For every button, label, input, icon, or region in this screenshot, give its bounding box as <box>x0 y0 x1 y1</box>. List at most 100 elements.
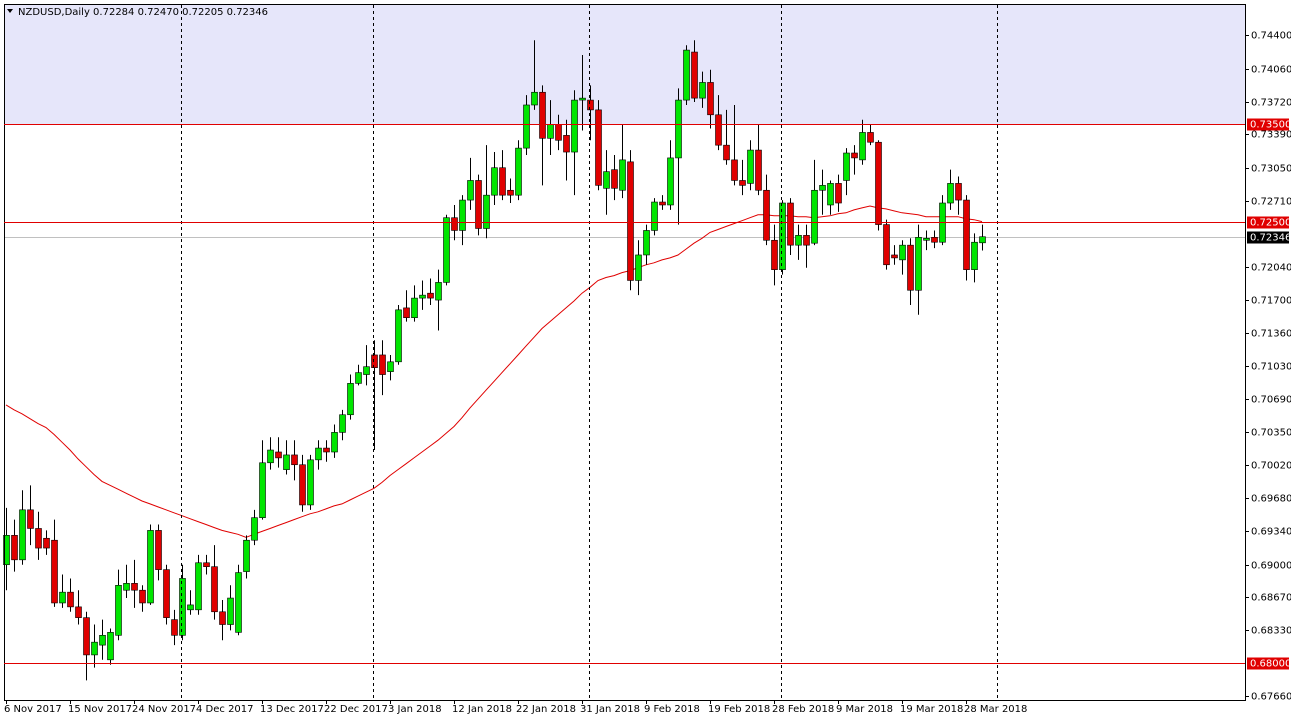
candle-body <box>843 152 850 181</box>
candle-body <box>667 157 674 206</box>
candle-body <box>907 244 914 291</box>
candle-body <box>587 99 594 111</box>
y-tick-label: 0.74400 <box>1251 31 1291 42</box>
level-label-box <box>1247 216 1289 229</box>
x-tick-label: 31 Jan 2018 <box>580 704 640 715</box>
candle-body <box>475 180 482 229</box>
candle-body <box>331 432 338 453</box>
candle-body <box>747 149 754 184</box>
candle-body <box>203 562 210 567</box>
candle-body <box>523 104 530 149</box>
candle-body <box>19 509 26 561</box>
candle-body <box>875 141 882 225</box>
candle-body <box>147 530 154 604</box>
candle-body <box>947 183 954 204</box>
candle-body <box>323 447 330 453</box>
candle-body <box>779 202 786 270</box>
candle-body <box>611 169 618 189</box>
candle-body <box>491 167 498 196</box>
x-tick-label: 4 Dec 2017 <box>196 704 254 715</box>
candle-body <box>963 199 970 270</box>
level-label-box <box>1247 118 1289 131</box>
level-label: 0.68000 <box>1250 659 1291 670</box>
candle-body <box>635 254 642 281</box>
candle-body <box>771 239 778 270</box>
candle-body <box>419 294 426 299</box>
chart-title: NZDUSD,Daily 0.72284 0.72470 0.72205 0.7… <box>18 7 268 18</box>
x-tick-label: 3 Jan 2018 <box>388 704 442 715</box>
x-tick-label: 19 Feb 2018 <box>708 704 770 715</box>
candle-body <box>499 167 506 196</box>
candle-body <box>179 578 186 636</box>
candle-body <box>755 149 762 191</box>
candle-body <box>75 606 82 618</box>
candle-body <box>691 51 698 99</box>
candle-body <box>979 236 986 244</box>
x-tick-label: 12 Jan 2018 <box>452 704 512 715</box>
candle-body <box>363 366 370 375</box>
candle-body <box>259 462 266 518</box>
candle-body <box>835 183 842 204</box>
candle-body <box>699 82 706 99</box>
candle-body <box>763 189 770 241</box>
candle-body <box>507 189 514 196</box>
candle-body <box>731 159 738 181</box>
candle-body <box>971 241 978 270</box>
candle-body <box>299 464 306 506</box>
x-tick-label: 28 Feb 2018 <box>772 704 834 715</box>
candle-body <box>435 282 442 301</box>
candle-body <box>3 535 10 566</box>
candle-body <box>603 171 610 189</box>
candle-body <box>275 451 282 459</box>
y-tick-label: 0.71360 <box>1251 329 1291 340</box>
candle-body <box>163 569 170 618</box>
y-tick-label: 0.73720 <box>1251 98 1291 109</box>
candle-body <box>91 641 98 656</box>
candle-body <box>411 297 418 319</box>
y-tick-label: 0.69000 <box>1251 561 1291 572</box>
candle-body <box>139 589 146 604</box>
candle-body <box>683 49 690 101</box>
x-tick-label: 19 Mar 2018 <box>900 704 963 715</box>
candle-body <box>643 230 650 256</box>
candle-body <box>803 235 810 246</box>
candle-body <box>795 235 802 246</box>
candle-body <box>899 244 906 261</box>
candle-body <box>819 185 826 191</box>
x-tick-label: 28 Mar 2018 <box>964 704 1027 715</box>
candle-body <box>211 566 218 613</box>
candle-body <box>219 611 226 625</box>
candle-body <box>915 237 922 291</box>
candle-body <box>339 414 346 433</box>
candle-body <box>267 449 274 464</box>
candle-body <box>35 528 42 549</box>
candle-body <box>395 309 402 363</box>
candle-body <box>443 217 450 283</box>
candle-body <box>251 517 258 541</box>
y-tick-label: 0.72710 <box>1251 197 1291 208</box>
y-tick-label: 0.74060 <box>1251 65 1291 76</box>
y-tick-label: 0.71030 <box>1251 362 1291 373</box>
x-tick-label: 22 Jan 2018 <box>516 704 576 715</box>
candle-body <box>83 617 90 656</box>
x-tick-label: 15 Nov 2017 <box>68 704 132 715</box>
candle-body <box>891 254 898 259</box>
zone <box>4 5 1245 125</box>
candle-body <box>355 372 362 384</box>
candle-body <box>579 97 586 101</box>
candle-body <box>427 292 434 299</box>
candle-body <box>467 180 474 201</box>
candle-body <box>27 509 34 529</box>
candle-body <box>827 183 834 206</box>
candle-body <box>67 591 74 608</box>
candle-body <box>99 635 106 646</box>
candle-body <box>515 147 522 196</box>
candle-body <box>675 99 682 159</box>
candle-body <box>555 124 562 141</box>
x-tick-label: 9 Mar 2018 <box>836 704 893 715</box>
candle-body <box>571 99 578 153</box>
menu-arrow <box>7 9 13 13</box>
y-tick-label: 0.73390 <box>1251 130 1291 141</box>
candle-body <box>563 135 570 153</box>
